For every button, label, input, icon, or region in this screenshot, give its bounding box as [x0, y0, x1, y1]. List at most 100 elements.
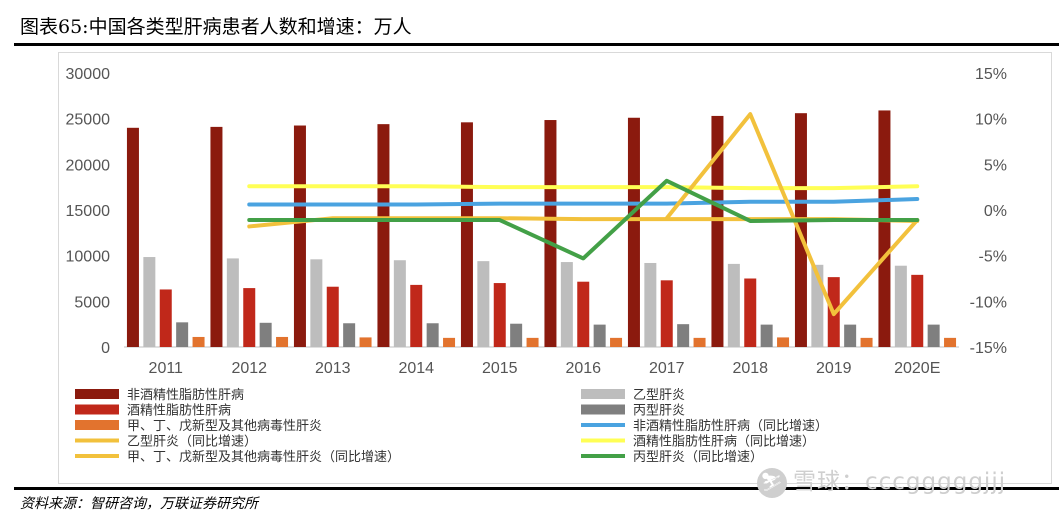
bar [627, 117, 640, 348]
legend-swatch [75, 389, 119, 399]
bar [560, 262, 573, 347]
legend-label: 乙型肝炎（同比增速） [127, 435, 257, 450]
right-axis-tick-label: -10% [970, 294, 1007, 311]
bar [544, 120, 557, 347]
left-axis-tick-label: 5000 [74, 294, 110, 311]
left-axis-tick-label: 10000 [66, 249, 111, 266]
bar [927, 324, 940, 347]
x-axis-tick-label: 2011 [149, 360, 184, 377]
bar [326, 286, 339, 347]
bar [310, 259, 323, 347]
bar [477, 261, 490, 347]
bar [176, 322, 189, 347]
legend-label: 甲、丁、戊新型及其他病毒性肝炎（同比增速） [127, 449, 400, 465]
bar [377, 124, 390, 347]
x-axis-tick-label: 2016 [565, 360, 601, 377]
bar [711, 115, 724, 347]
bar [644, 262, 657, 347]
legend-label: 非酒精性脂肪性肝病（同比增速） [633, 418, 828, 434]
x-axis-tick-label: 2012 [231, 360, 267, 377]
bar [760, 324, 773, 347]
bar [276, 336, 289, 347]
bar [192, 336, 205, 347]
bar [911, 274, 924, 347]
bar [426, 323, 439, 347]
bar [143, 257, 156, 347]
bar [894, 265, 907, 347]
bar [794, 113, 807, 347]
bar [343, 323, 356, 347]
legend-label: 酒精性脂肪性肝病 [127, 403, 231, 419]
bar [510, 323, 523, 347]
bar [293, 125, 306, 348]
legend-label: 丙型肝炎（同比增速） [633, 450, 763, 465]
bar [878, 110, 891, 347]
x-axis-tick-label: 2015 [482, 360, 518, 377]
legend-swatch [75, 404, 119, 415]
footer-divider [14, 487, 1059, 490]
bar [243, 288, 256, 347]
series-line [247, 178, 920, 261]
x-axis-tick-label: 2019 [816, 360, 852, 377]
bar [660, 280, 673, 347]
left-axis-tick-label: 30000 [66, 66, 111, 83]
source-note: 资料来源：智研咨询，万联证券研究所 [20, 496, 258, 512]
bar [526, 337, 539, 347]
legend-label: 非酒精性脂肪性肝病 [127, 387, 244, 403]
legend-label: 丙型肝炎 [633, 404, 685, 419]
chart-frame: 0 5000 10000 15000 20000 25000 30000 -15% -10% -5… [58, 52, 1052, 484]
x-axis-tick-label: 2017 [649, 360, 685, 377]
bar [744, 278, 757, 347]
title-bar: 图表65:中国各类型肝病患者人数和增速：万人 [0, 0, 1059, 46]
legend-swatch [581, 389, 625, 399]
legend-label: 乙型肝炎 [633, 388, 685, 403]
bar [610, 337, 623, 347]
bar [727, 263, 740, 347]
series-line [247, 197, 920, 207]
title-divider [14, 43, 1059, 46]
legend-label: 酒精性脂肪性肝病（同比增速） [633, 434, 815, 450]
watermark: ⛷ 雪球：cccgggggjjj [757, 462, 1006, 498]
bar [259, 322, 272, 347]
x-axis-tick-label: 2013 [315, 360, 351, 377]
bar [359, 337, 372, 347]
page-title: 图表65:中国各类型肝病患者人数和增速：万人 [20, 16, 412, 38]
right-axis-tick-label: -5% [979, 249, 1007, 266]
left-axis-tick-label: 15000 [66, 203, 111, 220]
right-axis-tick-label: -15% [970, 340, 1007, 357]
right-axis-tick-label: 5% [984, 157, 1007, 174]
bar [226, 258, 239, 347]
bar [493, 283, 506, 347]
bar [393, 260, 406, 347]
bar [443, 337, 456, 347]
bar [460, 122, 473, 347]
bar [844, 324, 857, 347]
left-axis-tick-label: 0 [101, 340, 110, 357]
bar [577, 281, 590, 347]
bar [944, 337, 957, 347]
snowball-logo-icon: ⛷ [757, 467, 787, 498]
watermark-text: 雪球：cccgggggjjj [793, 469, 1007, 495]
series-line [247, 184, 920, 191]
bar [693, 337, 706, 347]
bar [677, 324, 690, 347]
legend-swatch [75, 420, 119, 430]
left-axis-tick-label: 20000 [66, 157, 111, 174]
right-axis-tick-label: 10% [975, 112, 1007, 129]
right-axis-tick-label: 15% [975, 66, 1007, 83]
bar [126, 127, 139, 347]
series-line [664, 112, 920, 317]
legend-swatch [581, 404, 625, 415]
right-axis-tick-label: 0% [984, 203, 1007, 220]
bar [159, 289, 172, 347]
bar [210, 126, 223, 348]
bar [777, 337, 790, 347]
chart-svg: 0 5000 10000 15000 20000 25000 30000 -15% -10% -5… [66, 66, 1008, 465]
x-axis-tick-label: 2020E [894, 360, 940, 377]
bar [410, 284, 423, 347]
x-axis-tick-label: 2018 [732, 360, 768, 377]
x-axis-tick-label: 2014 [398, 360, 434, 377]
bar [593, 324, 606, 347]
bar [860, 337, 873, 347]
left-axis-tick-label: 25000 [66, 112, 111, 129]
